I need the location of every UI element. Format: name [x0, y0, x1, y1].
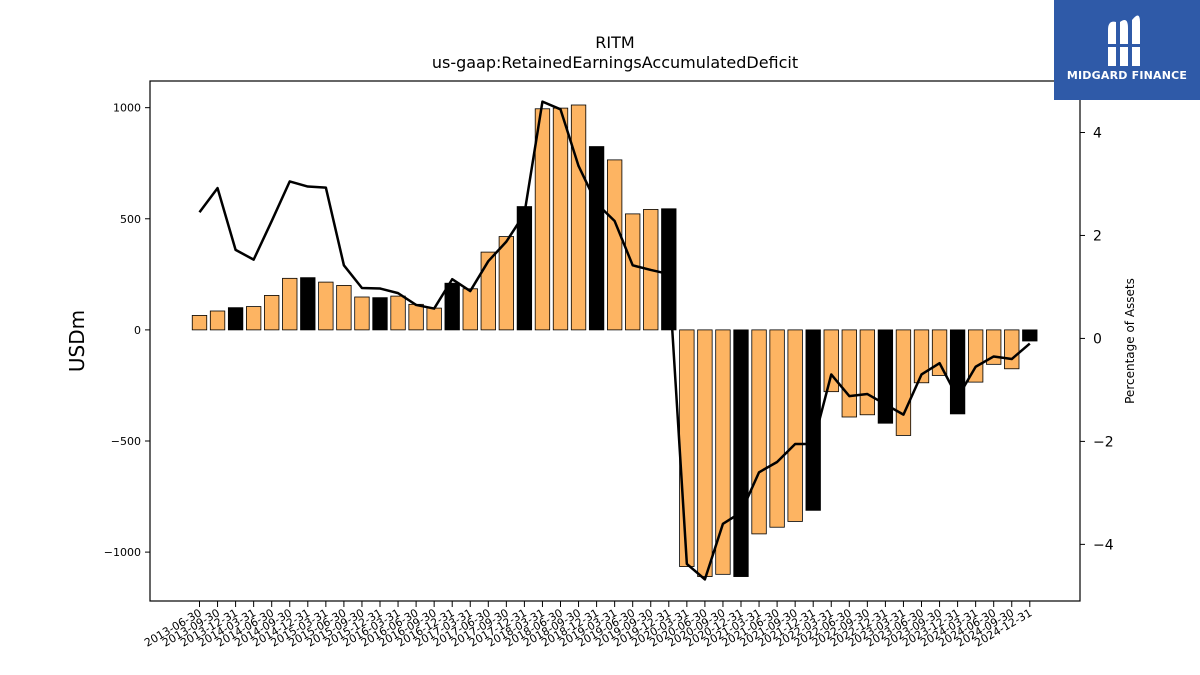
bar-2023-09-30 [931, 329, 948, 376]
bar-2014-12-31 [300, 277, 316, 331]
bar-2017-06-30 [480, 251, 496, 331]
bar-2022-06-30 [841, 329, 857, 418]
bar-2013-12-31 [227, 307, 244, 331]
bar-2014-03-31 [245, 306, 262, 331]
bar-2020-06-30 [697, 329, 713, 577]
bar-2023-12-31 [949, 329, 966, 415]
bar-2024-09-30 [1004, 329, 1020, 370]
y-tick-label: 500 [120, 213, 141, 226]
bar-series [191, 104, 1038, 577]
bar-2021-06-30 [769, 329, 785, 528]
bar-2018-06-30 [552, 107, 569, 331]
bar-2013-06-30 [191, 315, 208, 331]
bar-2014-09-30 [282, 277, 298, 331]
bar-2013-09-30 [209, 310, 226, 331]
chart-title: RITM [595, 33, 634, 52]
y2-tick-label: 2 [1093, 228, 1102, 244]
y-tick-label: 0 [134, 324, 141, 337]
bar-2016-09-30 [426, 307, 442, 331]
bar-2017-03-31 [462, 288, 478, 331]
bar-2021-09-30 [787, 329, 803, 522]
bar-2024-12-31 [1022, 329, 1038, 342]
y-axis-right: −4 −2 0 2 4 [1080, 125, 1114, 553]
percentage-of-assets-line [198, 100, 1031, 581]
bar-2023-03-31 [895, 329, 912, 436]
bar-2019-12-31 [661, 208, 677, 331]
bar-2015-12-31 [372, 297, 388, 331]
bar-2016-03-31 [390, 295, 406, 331]
bar-2016-12-31 [444, 282, 460, 331]
y2-tick-label: −2 [1093, 434, 1114, 450]
bar-2019-06-30 [625, 213, 641, 331]
bar-2022-09-30 [859, 329, 875, 416]
y2-tick-label: 4 [1093, 125, 1102, 141]
bar-2018-09-30 [570, 104, 587, 331]
y-tick-label: 1000 [113, 102, 141, 115]
bar-2015-03-31 [318, 281, 334, 331]
logo-text: MIDGARD FINANCE [1066, 69, 1188, 82]
y-tick-label: −500 [111, 435, 141, 448]
bar-2018-03-31 [534, 108, 551, 331]
bar-2020-12-31 [733, 329, 749, 577]
bar-2022-03-31 [823, 329, 839, 393]
midgard-logo-icon [1106, 15, 1142, 67]
bar-2022-12-31 [877, 329, 894, 424]
bar-2015-06-30 [336, 285, 352, 331]
chart-subtitle: us-gaap:RetainedEarningsAccumulatedDefic… [432, 53, 798, 72]
bar-2020-03-31 [679, 329, 695, 567]
y2-tick-label: −4 [1093, 537, 1114, 553]
bar-2021-03-31 [751, 329, 767, 535]
bar-2017-12-31 [516, 206, 533, 331]
line-series [198, 100, 1031, 581]
bar-2017-09-30 [498, 236, 515, 331]
y2-axis-label: Percentage of Assets [1123, 278, 1137, 404]
bar-2020-09-30 [715, 329, 731, 575]
bar-2019-03-31 [607, 159, 623, 331]
y-axis-left: −1000 −500 0 500 1000 [104, 102, 150, 559]
bar-2024-03-31 [968, 329, 984, 383]
x-axis: 2013-06-302013-09-302013-12-312014-03-31… [142, 601, 1034, 650]
bar-2016-06-30 [408, 303, 424, 331]
y-tick-label: −1000 [104, 546, 141, 559]
bar-2014-06-30 [264, 295, 280, 331]
y2-tick-label: 0 [1093, 331, 1102, 347]
bar-2023-06-30 [913, 329, 930, 384]
midgard-finance-logo: MIDGARD FINANCE [1054, 0, 1200, 100]
bar-2015-09-30 [354, 296, 370, 331]
y-axis-label: USDm [65, 310, 89, 372]
bar-2018-12-31 [588, 146, 605, 331]
